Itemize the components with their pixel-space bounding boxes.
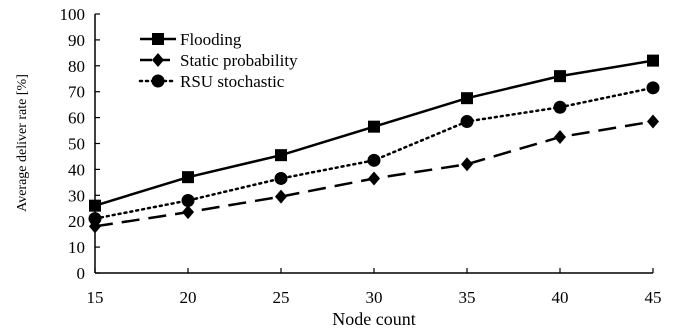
- y-tick-label: 30: [68, 186, 85, 205]
- x-tick-label: 25: [273, 288, 290, 307]
- data-point-static-probability: [182, 205, 194, 220]
- data-point-rsu-stochastic: [460, 114, 474, 128]
- y-axis-ticks: 0 10 20 30 40 50 60 70 80 90 100: [60, 5, 100, 283]
- data-point-flooding: [89, 199, 101, 212]
- x-axis-ticks: 15 20 25 30 35 40 45: [87, 268, 662, 307]
- legend-label: Flooding: [180, 30, 242, 49]
- y-tick-label: 10: [68, 238, 85, 257]
- x-tick-label: 20: [180, 288, 197, 307]
- y-tick-label: 90: [68, 31, 85, 50]
- x-tick-label: 45: [645, 288, 662, 307]
- data-point-static-probability: [275, 189, 287, 204]
- series-line-rsu-stochastic: [93, 86, 655, 220]
- y-tick-label: 0: [77, 264, 86, 283]
- y-tick-label: 50: [68, 135, 85, 154]
- legend-item-static-probability: Static probability: [140, 51, 298, 70]
- legend-marker: [151, 74, 165, 88]
- legend-item-rsu-stochastic: RSU stochastic: [138, 72, 285, 91]
- legend-marker: [152, 33, 164, 45]
- data-point-flooding: [647, 54, 659, 67]
- data-point-rsu-stochastic: [181, 193, 195, 207]
- plot-area: 0 10 20 30 40 50 60 70 80 90 100 15 20 25 30 35 40 45: [60, 5, 662, 307]
- y-tick-label: 60: [68, 109, 85, 128]
- data-point-rsu-stochastic: [88, 212, 102, 226]
- x-tick-label: 30: [366, 288, 383, 307]
- data-point-flooding: [554, 70, 566, 83]
- data-point-static-probability: [554, 130, 566, 145]
- series-layer: [88, 54, 660, 234]
- y-tick-label: 40: [68, 160, 85, 179]
- data-point-flooding: [368, 120, 380, 133]
- data-point-rsu-stochastic: [274, 171, 288, 185]
- y-axis-label: Average deliver rate [%]: [15, 74, 30, 212]
- data-point-rsu-stochastic: [367, 153, 381, 167]
- data-point-rsu-stochastic: [646, 81, 660, 95]
- legend-item-flooding: Flooding: [140, 30, 242, 49]
- series-flooding: [89, 54, 659, 212]
- data-point-static-probability: [647, 114, 659, 129]
- data-point-flooding: [182, 171, 194, 184]
- data-point-static-probability: [461, 157, 473, 172]
- legend-label: RSU stochastic: [180, 72, 285, 91]
- x-tick-label: 35: [459, 288, 476, 307]
- legend-label: Static probability: [180, 51, 298, 70]
- data-point-flooding: [275, 149, 287, 162]
- data-point-static-probability: [368, 171, 380, 186]
- y-tick-label: 100: [60, 5, 86, 24]
- data-point-rsu-stochastic: [553, 100, 567, 114]
- series-rsu-stochastic: [88, 81, 660, 226]
- y-tick-label: 20: [68, 212, 85, 231]
- x-tick-label: 15: [87, 288, 104, 307]
- x-tick-label: 40: [552, 288, 569, 307]
- legend: Flooding Static probability RSU stochastic: [138, 30, 298, 91]
- legend-marker: [152, 53, 164, 67]
- x-axis-label: Node count: [332, 309, 415, 329]
- data-point-flooding: [461, 92, 473, 105]
- y-tick-label: 70: [68, 83, 85, 102]
- y-tick-label: 80: [68, 57, 85, 76]
